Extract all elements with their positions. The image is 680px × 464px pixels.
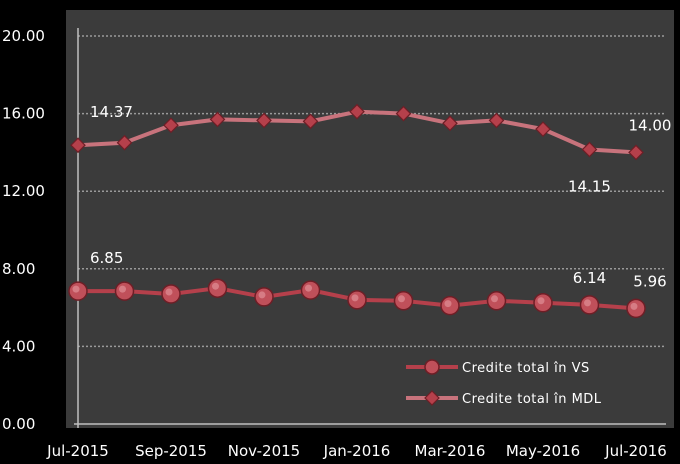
y-tick-label: 16.00 [2,105,45,123]
data-point-vs-highlight [444,300,452,308]
data-point-mdl [535,121,551,137]
data-point-vs-highlight [119,285,126,293]
data-point-vs-highlight [584,299,591,307]
data-label: 6.14 [573,269,606,287]
x-tick-label: Sep-2015 [135,442,207,460]
data-point-vs-highlight [491,295,498,303]
x-tick-label: Nov-2015 [228,442,300,460]
data-label: 5.96 [633,272,666,290]
x-tick-label: Jul-2016 [604,442,667,460]
y-tick-label: 8.00 [2,260,35,278]
x-tick-label: May-2016 [506,442,580,460]
legend-marker-vs [424,359,440,375]
gridlines [78,35,666,348]
data-point-vs-highlight [537,297,545,305]
axes: 0.00 4.00 8.00 12.00 16.00 20.00 Jul-2015 Sep-2… [2,27,667,460]
data-point-mdl [256,112,272,129]
legend-entry-mdl: Credite total în MDL [406,390,602,407]
data-point-vs-highlight [212,282,219,290]
data-point-mdl [116,134,133,151]
x-tick-label: Jul-2015 [46,442,109,460]
series [68,103,646,319]
data-point-vs-highlight [165,288,173,296]
data-labels: 14.37 14.15 14.00 6.85 6.14 5.96 [90,103,671,290]
data-label: 14.00 [629,116,672,134]
data-point-vs-highlight [258,291,266,299]
data-point-vs-highlight [305,284,312,292]
y-tick-label: 4.00 [2,337,35,355]
data-point-mdl [163,117,179,134]
x-tick-label: Mar-2016 [415,442,486,460]
data-point-mdl [395,105,412,122]
legend-label-mdl: Credite total în MDL [462,392,602,407]
data-label: 14.15 [568,177,611,195]
legend-marker-mdl [424,390,440,406]
legend-label-vs: Credite total în VS [462,361,590,376]
data-point-mdl [209,111,226,128]
data-label: 6.85 [90,249,123,267]
plot-area [66,10,674,428]
data-point-vs-highlight [398,295,405,303]
legend: Credite total în VS Credite total în MDL [406,359,602,407]
data-point-mdl [488,112,505,129]
data-point-vs-highlight [630,302,638,310]
data-point-mdl [442,115,458,132]
data-point-mdl [349,103,365,120]
data-point-mdl [581,141,598,158]
y-tick-label: 20.00 [2,27,45,45]
data-point-vs-highlight [72,285,80,293]
legend-entry-vs: Credite total în VS [406,359,590,376]
y-tick-label: 12.00 [2,182,45,200]
data-point-mdl [70,137,86,154]
data-point-vs-highlight [351,294,359,302]
data-point-mdl [628,144,644,161]
data-point-mdl [302,113,319,130]
x-tick-label: Jan-2016 [323,442,391,460]
y-tick-label: 0.00 [2,415,35,433]
data-label: 14.37 [90,103,133,121]
